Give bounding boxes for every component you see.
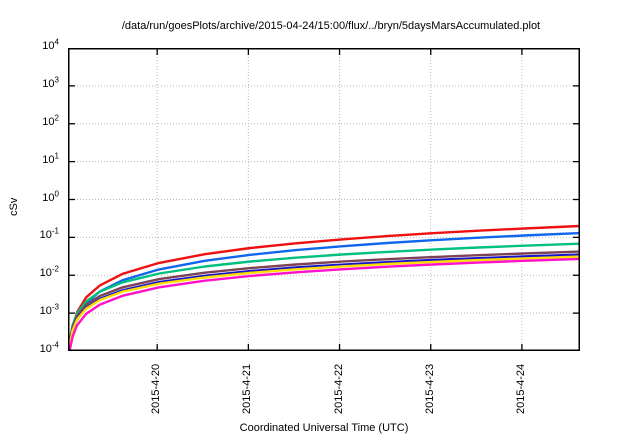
series-magenta <box>68 257 580 351</box>
y-tick-label: 10-4 <box>39 340 59 355</box>
y-tick-label: 10-2 <box>39 264 59 280</box>
y-tick-label: 101 <box>42 150 59 166</box>
y-tick-label: 104 <box>42 37 59 52</box>
x-tick-label: 2015-4-23 <box>423 363 436 414</box>
x-tick-label: 2015-4-20 <box>150 363 163 414</box>
series-yellow <box>68 255 580 351</box>
x-tick-label: 2015-4-22 <box>332 363 345 414</box>
y-tick-label: 102 <box>42 113 59 128</box>
series-red <box>68 224 580 351</box>
x-axis-label: Coordinated Universal Time (UTC) <box>239 422 409 434</box>
x-tick-label: 2015-4-24 <box>514 363 527 414</box>
series-navy <box>68 253 580 351</box>
y-tick-label: 103 <box>42 75 59 90</box>
y-tick-label: 10-1 <box>39 226 59 242</box>
y-tick-label: 10-3 <box>39 302 59 318</box>
plot-area <box>68 48 580 351</box>
chart-title: /data/run/goesPlots/archive/2015-04-24/1… <box>121 20 541 32</box>
x-tick-label: 2015-4-21 <box>241 363 254 414</box>
y-tick-label: 100 <box>42 188 59 204</box>
